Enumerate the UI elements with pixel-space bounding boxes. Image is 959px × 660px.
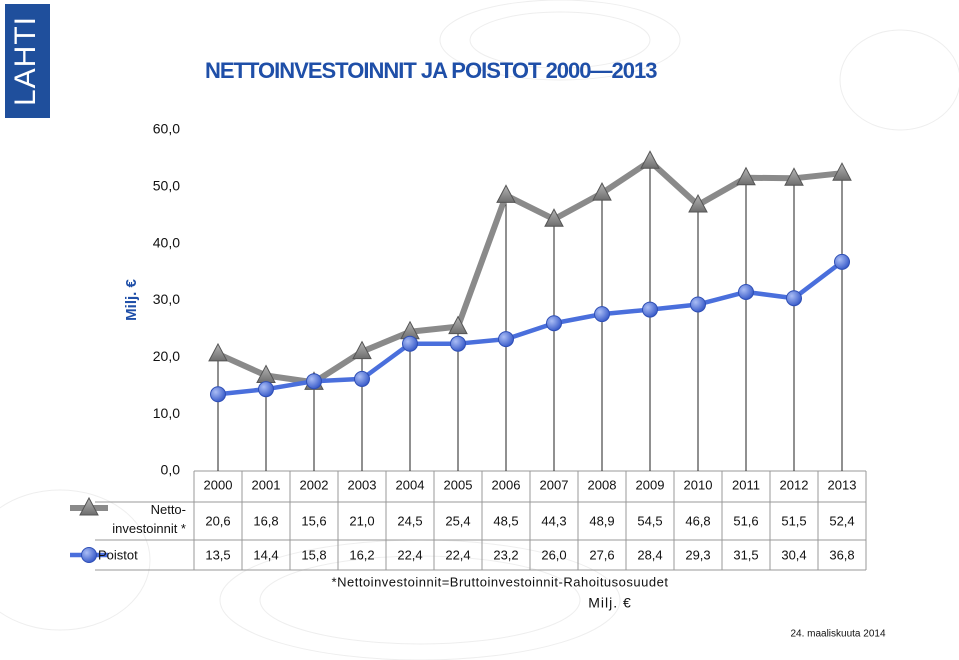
y-tick-label: 10,0 (153, 405, 180, 421)
series-line (217, 260, 844, 397)
x-tick-label: 2005 (444, 477, 473, 492)
x-tick-label: 2001 (252, 477, 281, 492)
table-value: 31,5 (733, 547, 758, 562)
logo-box (5, 4, 50, 118)
x-tick-label: 2006 (492, 477, 521, 492)
table-value: 44,3 (541, 513, 566, 528)
legend-label: Poistot (98, 547, 138, 562)
marker (450, 335, 466, 352)
x-tick-label: 2000 (204, 477, 233, 492)
y-tick-label: 50,0 (153, 178, 180, 194)
legend-key (81, 547, 97, 563)
table-value: 28,4 (637, 547, 662, 562)
x-tick-label: 2007 (540, 477, 569, 492)
marker (738, 283, 754, 300)
marker (354, 370, 370, 387)
marker (690, 296, 706, 313)
table-value: 14,4 (253, 547, 278, 562)
table-value: 13,5 (205, 547, 230, 562)
x-tick-label: 2002 (300, 477, 329, 492)
table-value: 25,4 (445, 513, 470, 528)
table-value: 26,0 (541, 547, 566, 562)
logo: LAHTI (9, 16, 42, 106)
marker (642, 301, 658, 318)
series-line (216, 158, 843, 386)
table-value: 15,8 (301, 547, 326, 562)
x-tick-label: 2009 (636, 477, 665, 492)
marker (784, 167, 804, 186)
table-unit: Milj. € (588, 595, 632, 611)
table-value: 52,4 (829, 513, 854, 528)
marker (832, 162, 852, 181)
y-axis-label: Milj. € (123, 279, 140, 321)
y-tick-label: 60,0 (153, 121, 180, 137)
table-value: 22,4 (445, 547, 470, 562)
table-value: 23,2 (493, 547, 518, 562)
table-value: 30,4 (781, 547, 806, 562)
y-tick-label: 20,0 (153, 348, 180, 364)
x-tick-label: 2004 (396, 477, 425, 492)
x-tick-label: 2008 (588, 477, 617, 492)
table-value: 24,5 (397, 513, 422, 528)
x-tick-label: 2011 (732, 477, 760, 492)
table-value: 48,9 (589, 513, 614, 528)
table-value: 36,8 (829, 547, 854, 562)
marker (546, 315, 562, 332)
marker (258, 381, 274, 398)
table-value: 46,8 (685, 513, 710, 528)
table-value: 27,6 (589, 547, 614, 562)
marker (402, 335, 418, 352)
y-tick-label: 0,0 (161, 462, 181, 478)
marker (544, 208, 564, 227)
y-tick-label: 40,0 (153, 234, 180, 250)
y-tick-label: 30,0 (153, 291, 180, 307)
footnote: *Nettoinvestoinnit=Bruttoinvestoinnit-Ra… (332, 574, 669, 589)
table-value: 51,6 (733, 513, 758, 528)
marker (352, 340, 372, 360)
table-value: 21,0 (349, 513, 374, 528)
table-value: 20,6 (205, 513, 230, 528)
chart-title: NETTOINVESTOINNIT JA POISTOT 2000—2013 (205, 58, 657, 83)
table-value: 16,8 (253, 513, 278, 528)
x-tick-label: 2003 (348, 477, 377, 492)
x-tick-label: 2010 (684, 477, 713, 492)
marker (306, 373, 322, 390)
legend-label: Netto-investoinnit * (112, 502, 186, 536)
date: 24. maaliskuuta 2014 (790, 629, 886, 640)
marker (496, 184, 516, 203)
marker (210, 386, 226, 403)
legend-key (79, 496, 99, 516)
table-value: 15,6 (301, 513, 326, 528)
marker (592, 182, 612, 201)
marker (688, 193, 708, 213)
marker (736, 166, 756, 186)
marker (498, 331, 514, 348)
marker (448, 315, 468, 335)
marker (594, 306, 610, 323)
table-value: 29,3 (685, 547, 710, 562)
table-value: 54,5 (637, 513, 662, 528)
table-value: 48,5 (493, 513, 518, 528)
table-value: 51,5 (781, 513, 806, 528)
marker (208, 342, 228, 362)
marker (640, 150, 660, 169)
x-tick-label: 2012 (780, 477, 809, 492)
marker (786, 290, 802, 307)
table-value: 16,2 (349, 547, 374, 562)
marker (834, 253, 850, 270)
table-value: 22,4 (397, 547, 422, 562)
x-tick-label: 2013 (828, 477, 857, 492)
